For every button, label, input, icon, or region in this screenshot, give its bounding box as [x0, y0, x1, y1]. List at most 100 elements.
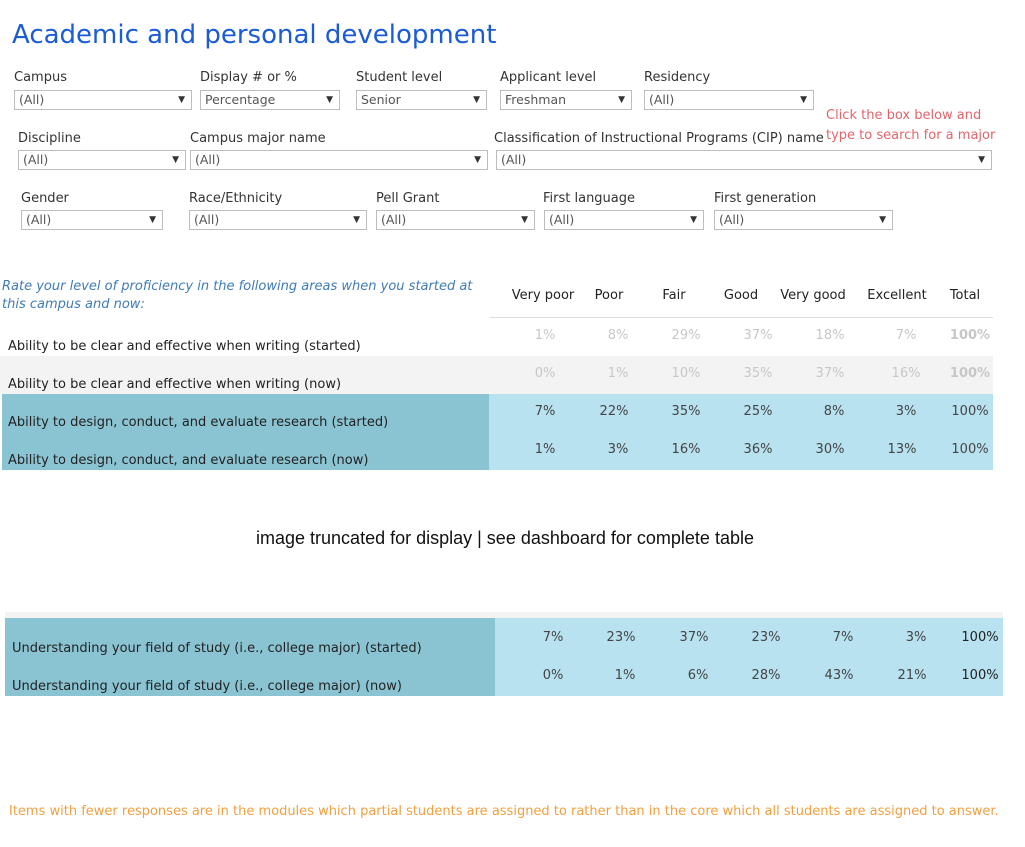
campus-major-value: (All) — [195, 152, 221, 167]
first-generation-value: (All) — [719, 212, 745, 227]
table-cell: 16% — [891, 366, 921, 381]
table-cell: 43% — [824, 668, 854, 683]
search-hint-line1: Click the box below and — [826, 108, 982, 123]
truncation-notice: image truncated for display | see dashbo… — [256, 528, 754, 548]
pell-grant-filter-label: Pell Grant — [376, 191, 440, 206]
discipline-dropdown[interactable]: (All) ▼ — [18, 150, 186, 170]
gender-filter-label: Gender — [21, 191, 69, 206]
residency-value: (All) — [649, 92, 675, 107]
chevron-down-icon: ▼ — [149, 215, 156, 225]
table-cell: 100% — [949, 328, 991, 343]
campus-major-filter-label: Campus major name — [190, 131, 326, 146]
discipline-filter-label: Discipline — [18, 131, 81, 146]
table-question: Rate your level of proficiency in the fo… — [2, 279, 473, 312]
gender-dropdown[interactable]: (All) ▼ — [21, 210, 163, 230]
col-header-excellent: Excellent — [867, 288, 927, 303]
col-header-fair: Fair — [662, 288, 686, 303]
chevron-down-icon: ▼ — [521, 215, 528, 225]
table-cell: 37% — [815, 366, 845, 381]
search-hint-line2: type to search for a major — [826, 128, 996, 143]
table-cell: 7% — [534, 404, 556, 419]
table-cell: 35% — [671, 404, 701, 419]
highlight-value-band — [489, 394, 993, 470]
pell-grant-dropdown[interactable]: (All) ▼ — [376, 210, 535, 230]
applicant-level-dropdown[interactable]: Freshman ▼ — [500, 90, 632, 110]
student-level-dropdown[interactable]: Senior ▼ — [356, 90, 487, 110]
table-cell: 30% — [815, 442, 845, 457]
row-label-research-now: Ability to design, conduct, and evaluate… — [8, 453, 369, 468]
table-cell: 7% — [832, 630, 854, 645]
campus-major-dropdown[interactable]: (All) ▼ — [190, 150, 488, 170]
student-level-value: Senior — [361, 92, 401, 107]
table-cell: 1% — [534, 442, 556, 457]
table-cell: 7% — [895, 328, 917, 343]
pell-grant-value: (All) — [381, 212, 407, 227]
table-cell: 36% — [743, 442, 773, 457]
chevron-down-icon: ▼ — [353, 215, 360, 225]
table-cell: 3% — [607, 442, 629, 457]
first-language-value: (All) — [549, 212, 575, 227]
chevron-down-icon: ▼ — [978, 155, 985, 165]
applicant-level-value: Freshman — [505, 92, 567, 107]
cip-filter-label: Classification of Instructional Programs… — [494, 131, 824, 146]
applicant-level-filter-label: Applicant level — [500, 70, 597, 85]
row-band — [0, 356, 993, 394]
display-value: Percentage — [205, 92, 276, 107]
campus-filter-label: Campus — [14, 70, 67, 85]
chevron-down-icon: ▼ — [326, 95, 333, 105]
gender-value: (All) — [26, 212, 52, 227]
col-header-very-poor: Very poor — [511, 288, 575, 303]
row-label-writing-now: Ability to be clear and effective when w… — [8, 377, 342, 392]
table-cell: 23% — [751, 630, 781, 645]
cip-dropdown[interactable]: (All) ▼ — [496, 150, 992, 170]
table-cell: 22% — [599, 404, 629, 419]
first-generation-filter-label: First generation — [714, 191, 817, 206]
highlight-label-band — [2, 394, 489, 470]
cut-row-fragment — [5, 612, 1003, 618]
table-cell: 0% — [542, 668, 564, 683]
table-cell: 100% — [951, 442, 989, 457]
table-cell: 25% — [743, 404, 773, 419]
discipline-value: (All) — [23, 152, 49, 167]
row-label-research-started: Ability to design, conduct, and evaluate… — [8, 415, 389, 430]
col-header-very-good: Very good — [780, 288, 846, 303]
table-cell: 3% — [905, 630, 927, 645]
highlight-value-band-bottom — [495, 618, 1003, 696]
display-dropdown[interactable]: Percentage ▼ — [200, 90, 340, 110]
table-cell: 7% — [542, 630, 564, 645]
table-cell: 1% — [534, 328, 556, 343]
chevron-down-icon: ▼ — [172, 155, 179, 165]
table-cell: 100% — [951, 404, 989, 419]
campus-value: (All) — [19, 92, 45, 107]
table-cell: 1% — [614, 668, 636, 683]
first-generation-dropdown[interactable]: (All) ▼ — [714, 210, 893, 230]
table-cell: 8% — [607, 328, 629, 343]
campus-dropdown[interactable]: (All) ▼ — [14, 90, 192, 110]
col-header-total: Total — [949, 288, 981, 303]
chevron-down-icon: ▼ — [690, 215, 697, 225]
first-language-dropdown[interactable]: (All) ▼ — [544, 210, 704, 230]
row-label-writing-started: Ability to be clear and effective when w… — [8, 339, 361, 354]
table-cell: 8% — [823, 404, 845, 419]
search-hint: Click the box below and type to search f… — [826, 106, 995, 146]
chevron-down-icon: ▼ — [474, 155, 481, 165]
row-label-field-now: Understanding your field of study (i.e.,… — [12, 679, 402, 694]
table-cell: 13% — [887, 442, 917, 457]
table-cell: 0% — [534, 366, 556, 381]
first-language-filter-label: First language — [543, 191, 636, 206]
student-level-filter-label: Student level — [356, 70, 443, 85]
race-dropdown[interactable]: (All) ▼ — [189, 210, 367, 230]
table-cell: 3% — [895, 404, 917, 419]
residency-dropdown[interactable]: (All) ▼ — [644, 90, 814, 110]
cip-value: (All) — [501, 152, 527, 167]
table-cell: 6% — [687, 668, 709, 683]
header-divider — [490, 317, 993, 318]
col-header-poor: Poor — [594, 288, 624, 303]
table-cell: 37% — [679, 630, 709, 645]
table-cell: 37% — [743, 328, 773, 343]
chevron-down-icon: ▼ — [879, 215, 886, 225]
chevron-down-icon: ▼ — [800, 95, 807, 105]
table-cell: 16% — [671, 442, 701, 457]
table-cell: 28% — [751, 668, 781, 683]
chevron-down-icon: ▼ — [178, 95, 185, 105]
